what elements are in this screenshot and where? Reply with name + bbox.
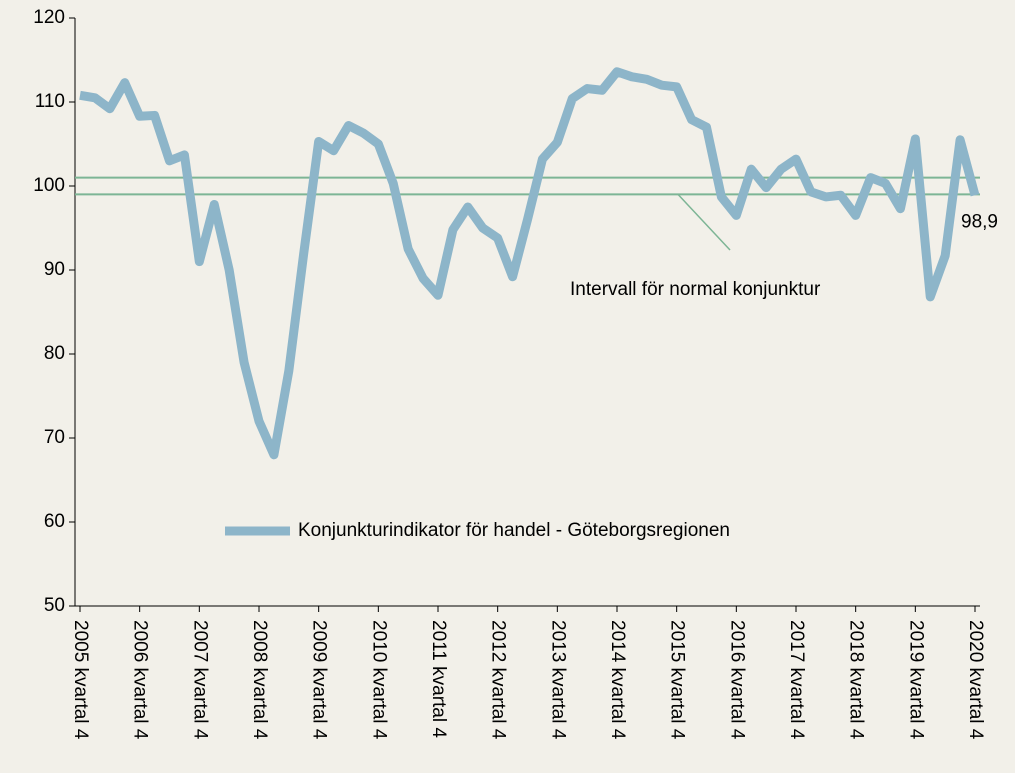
x-tick-label: 2012 kvartal 4 (488, 620, 509, 740)
y-tick-label: 70 (44, 427, 65, 448)
x-tick-label: 2013 kvartal 4 (547, 620, 568, 740)
legend-label: Konjunkturindikator för handel - Götebor… (298, 520, 730, 541)
x-tick-label: 2010 kvartal 4 (368, 620, 389, 740)
annotation-leader (677, 193, 731, 251)
y-tick-label: 50 (44, 595, 65, 616)
x-tick-label: 2020 kvartal 4 (965, 620, 986, 740)
y-tick-label: 60 (44, 511, 65, 532)
x-tick-label: 2008 kvartal 4 (249, 620, 270, 740)
x-tick-label: 2007 kvartal 4 (189, 620, 210, 740)
x-tick-label: 2017 kvartal 4 (786, 620, 807, 740)
y-tick-label: 110 (35, 91, 65, 112)
x-tick-label: 2019 kvartal 4 (905, 620, 926, 740)
x-tick-label: 2005 kvartal 4 (70, 620, 91, 740)
x-tick-label: 2016 kvartal 4 (726, 620, 747, 740)
x-tick-label: 2014 kvartal 4 (607, 620, 628, 740)
x-tick-label: 2009 kvartal 4 (309, 620, 330, 740)
y-tick-label: 100 (33, 175, 65, 196)
y-tick-label: 80 (44, 343, 65, 364)
series-line (79, 67, 980, 460)
data-label: 98,9 (961, 211, 998, 232)
x-tick-label: 2006 kvartal 4 (130, 620, 151, 740)
y-tick-label: 90 (44, 259, 65, 280)
x-tick-label: 2015 kvartal 4 (667, 620, 688, 740)
x-tick-label: 2018 kvartal 4 (846, 620, 867, 740)
y-tick-label: 120 (33, 7, 65, 28)
annotation: Intervall för normal konjunktur (570, 279, 821, 300)
x-tick-label: 2011 kvartal 4 (428, 620, 449, 738)
